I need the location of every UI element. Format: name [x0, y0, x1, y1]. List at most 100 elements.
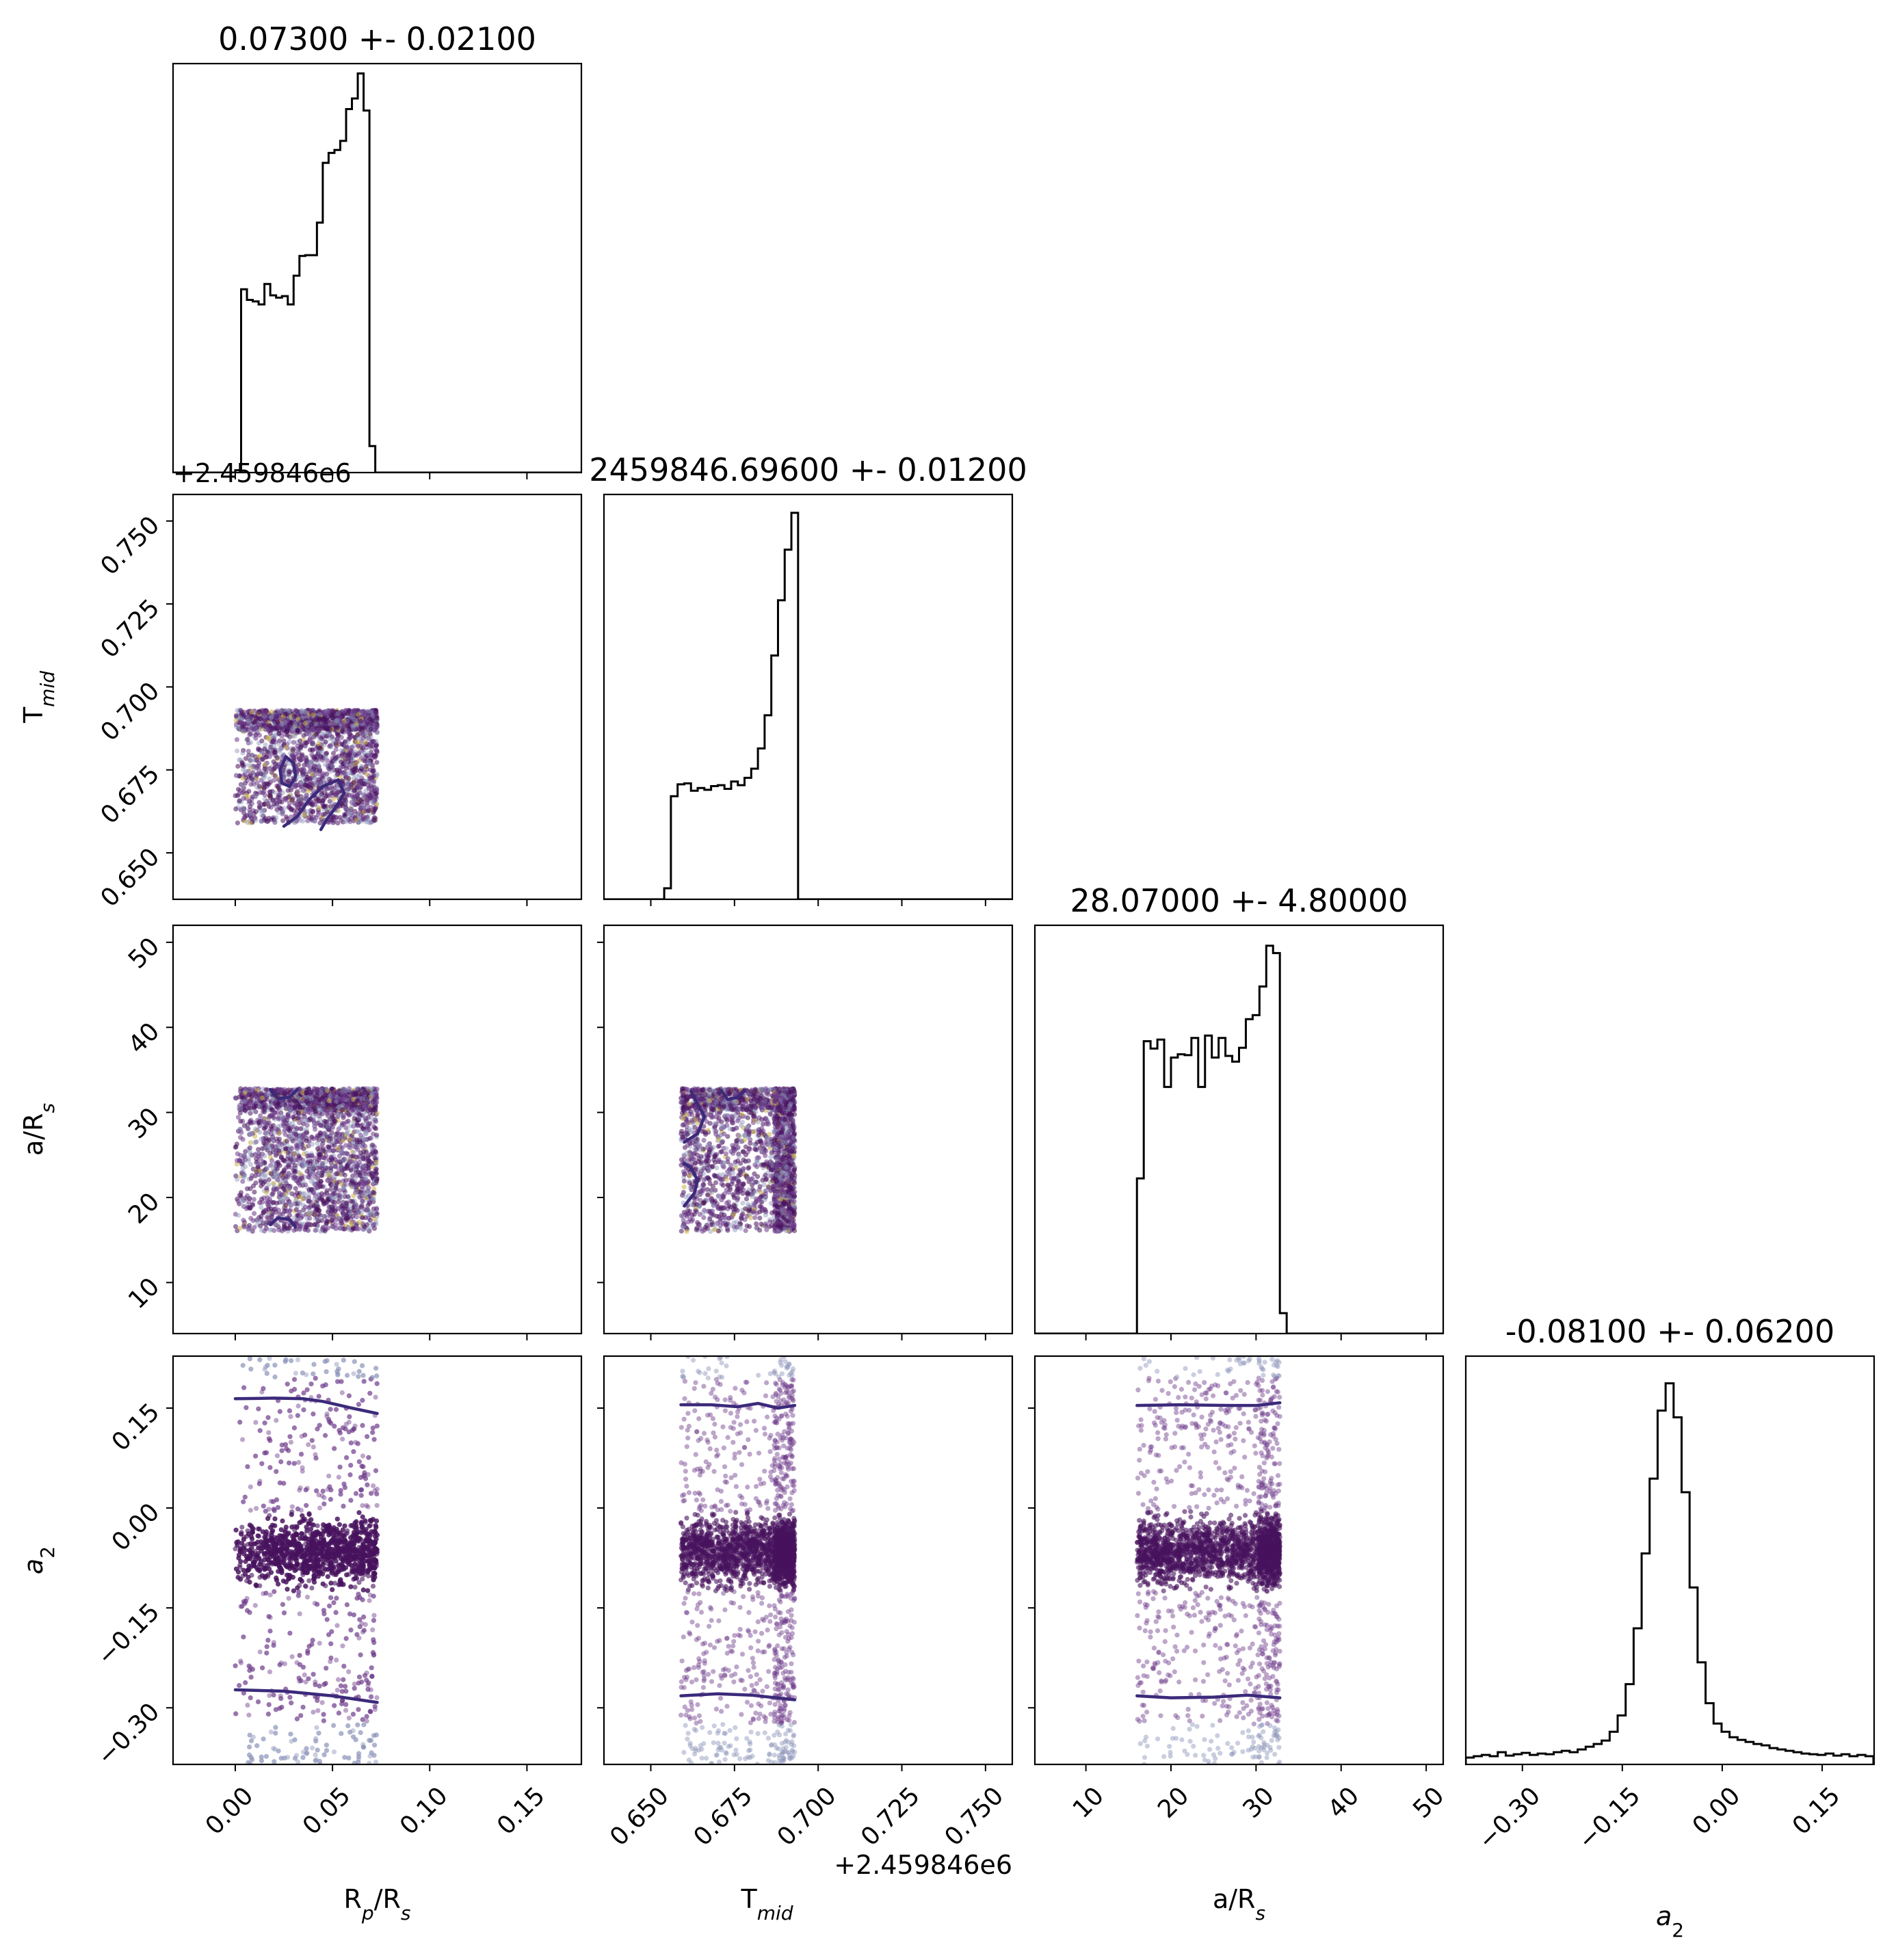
scatter-point — [253, 809, 259, 815]
scatter-point — [273, 1171, 278, 1176]
scatter-point — [278, 796, 283, 802]
scatter-point — [337, 1125, 343, 1130]
scatter-point — [258, 1156, 263, 1161]
scatter-point — [295, 728, 301, 734]
scatter-point — [347, 752, 352, 758]
scatter-point — [334, 717, 341, 723]
scatter-point — [237, 715, 243, 721]
scatter-point — [347, 770, 352, 776]
scatter-point — [347, 735, 353, 741]
scatter-point — [285, 1113, 291, 1119]
scatter-point — [233, 1144, 238, 1150]
scatter-point — [350, 723, 355, 728]
scatter-point — [246, 789, 252, 794]
scatter-point — [358, 719, 364, 724]
contour-line-t_mid-vs-rp_rs-1 — [282, 778, 346, 832]
scatter-point — [276, 1194, 282, 1200]
scatter-point — [372, 755, 378, 760]
scatter-point — [287, 1128, 293, 1133]
scatter-point — [306, 729, 311, 734]
scatter-point — [373, 1171, 379, 1176]
scatter-point — [344, 1182, 350, 1187]
scatter-point — [281, 1221, 287, 1227]
scatter-point — [262, 1174, 267, 1180]
scatter-point — [333, 816, 339, 821]
scatter-point — [322, 762, 328, 767]
scatter-point — [267, 789, 273, 795]
scatter-point — [253, 732, 259, 737]
scatter-point — [276, 810, 282, 815]
scatter-point — [310, 739, 315, 745]
scatter-point — [270, 797, 276, 803]
scatter-point — [358, 779, 363, 784]
scatter-point — [363, 1115, 369, 1121]
scatter-point — [247, 732, 252, 737]
scatter-point — [299, 708, 304, 715]
scatter-point — [259, 771, 264, 776]
scatter-point — [346, 808, 352, 813]
scatter-point — [271, 815, 276, 821]
scatter-point — [304, 783, 309, 789]
scatter-point — [358, 797, 364, 803]
scatter-point — [334, 1132, 339, 1137]
scatter-point — [371, 779, 377, 784]
scatter-point — [298, 817, 303, 823]
scatter-point — [299, 756, 304, 762]
scatter-point — [292, 801, 298, 806]
scatter-point — [306, 1191, 312, 1197]
scatter-point — [310, 726, 316, 732]
scatter-point — [263, 1172, 268, 1178]
scatter-point — [233, 724, 239, 729]
scatter-point — [260, 1200, 265, 1205]
scatter-point — [366, 1122, 371, 1127]
scatter-point — [287, 1186, 292, 1191]
scatter-point — [312, 1181, 317, 1187]
scatter-point — [311, 1161, 317, 1166]
scatter-point — [265, 1211, 271, 1217]
scatter-point — [267, 1228, 273, 1233]
scatter-point — [267, 780, 273, 785]
scatter-point — [351, 780, 356, 785]
scatter-point — [298, 784, 304, 790]
scatter-point — [345, 711, 351, 716]
scatter-point — [373, 1104, 379, 1110]
scatter-point — [253, 1180, 259, 1186]
scatter-point — [343, 806, 349, 812]
scatter-point — [332, 1107, 338, 1113]
scatter-point — [366, 808, 371, 813]
scatter-point — [362, 712, 367, 718]
scatter-point — [360, 745, 366, 751]
scatter-point — [243, 728, 248, 733]
scatter-point — [253, 1109, 259, 1115]
scatter-point — [324, 734, 330, 739]
scatter-point — [289, 1145, 295, 1151]
scatter-point — [302, 1191, 307, 1197]
scatter-point — [291, 808, 297, 813]
scatter-point — [366, 736, 371, 741]
scatter-point — [347, 1158, 353, 1164]
scatter-point — [274, 1104, 279, 1109]
scatter-point — [374, 724, 380, 730]
scatter-point — [334, 767, 340, 773]
scatter-point — [317, 712, 323, 717]
scatter-point — [274, 755, 280, 760]
scatter-point — [371, 773, 376, 779]
scatter-point — [240, 750, 246, 756]
scatter-point — [339, 1204, 344, 1209]
scatter-point — [333, 1195, 339, 1200]
scatter-point — [345, 789, 350, 794]
scatter-point — [259, 1204, 264, 1210]
scatter-point — [368, 1152, 374, 1157]
scatter-point — [250, 1228, 255, 1234]
scatter-point — [356, 758, 362, 763]
scatter-point — [294, 789, 300, 795]
scatter-point — [300, 1196, 306, 1202]
scatter-point — [311, 1202, 317, 1208]
scatter-point — [243, 780, 248, 786]
scatter-point — [327, 726, 332, 732]
scatter-point — [352, 761, 358, 767]
scatter-point — [239, 1199, 245, 1205]
scatter-point — [352, 717, 357, 723]
scatter-point — [291, 727, 296, 732]
